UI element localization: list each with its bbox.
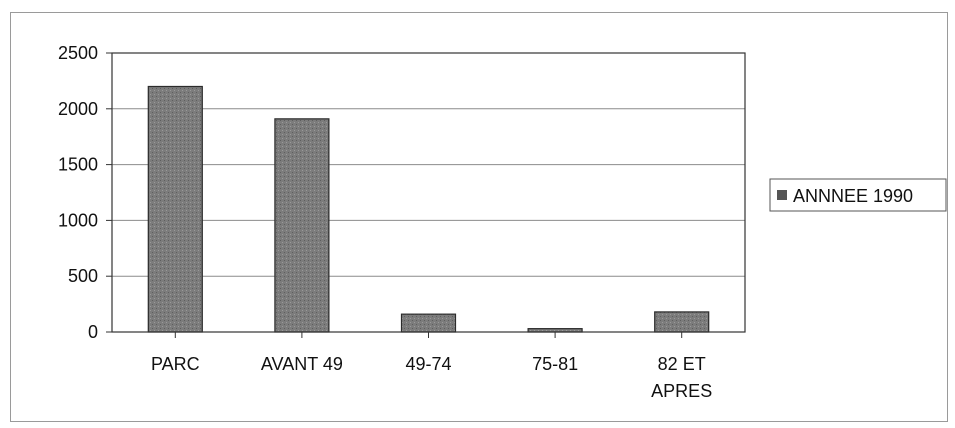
legend-swatch <box>777 190 787 200</box>
x-category-label: 82 ET APRES <box>651 354 712 401</box>
y-tick-labels: 0 500 1000 1500 2000 2500 <box>58 43 112 342</box>
legend: ANNNEE 1990 <box>769 178 947 212</box>
axes <box>111 52 746 338</box>
x-category-label: 75-81 <box>532 354 578 374</box>
bar <box>654 311 710 333</box>
legend-label: ANNNEE 1990 <box>793 186 913 206</box>
x-category-label: PARC <box>151 354 200 374</box>
y-tick-label: 2500 <box>58 43 98 63</box>
legend-box <box>769 178 947 212</box>
y-tick-label: 2000 <box>58 99 98 119</box>
x-category-label: AVANT 49 <box>261 354 343 374</box>
bar <box>400 313 457 333</box>
y-tick-label: 500 <box>68 266 98 286</box>
y-tick-label: 1500 <box>58 155 98 175</box>
plot-area-border <box>111 52 746 333</box>
bar <box>274 118 330 333</box>
category-labels: PARC AVANT 49 49-74 75-81 82 ET APRES <box>151 354 712 401</box>
x-category-label: 49-74 <box>405 354 451 374</box>
gridlines <box>112 52 745 277</box>
y-tick-label: 0 <box>88 322 98 342</box>
bars <box>147 85 710 333</box>
bar <box>147 85 203 333</box>
y-tick-label: 1000 <box>58 210 98 230</box>
